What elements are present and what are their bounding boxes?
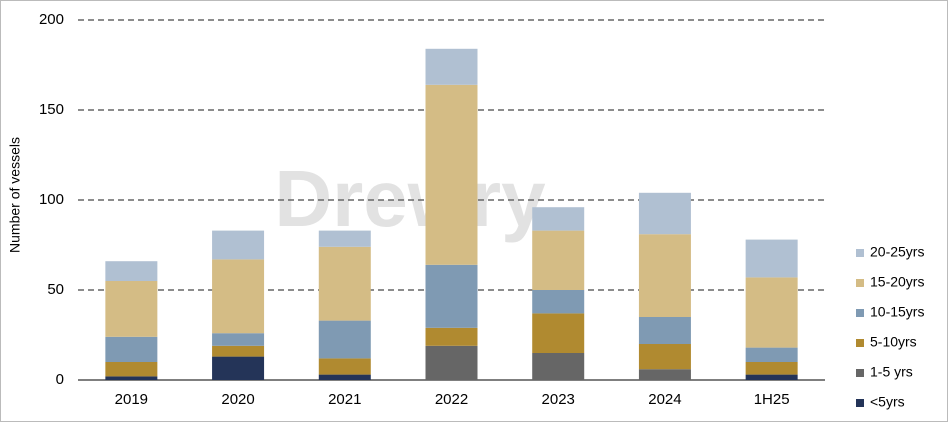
legend-label: 1-5 yrs bbox=[870, 364, 913, 380]
x-tick-label: 2023 bbox=[542, 391, 575, 408]
x-tick-label: 2022 bbox=[435, 391, 468, 408]
y-axis-label: Number of vessels bbox=[7, 137, 23, 253]
bar-segment bbox=[212, 230, 265, 260]
legend-swatch bbox=[856, 399, 864, 407]
legend-label: 10-15yrs bbox=[870, 304, 924, 320]
bar-segment bbox=[532, 207, 585, 231]
legend-label: 15-20yrs bbox=[870, 274, 924, 290]
bar-segment bbox=[318, 246, 371, 321]
bar-segment bbox=[425, 84, 478, 265]
legend-label: 20-25yrs bbox=[870, 244, 924, 260]
bar-segment bbox=[425, 327, 478, 346]
bar-segment bbox=[318, 320, 371, 359]
watermark: Drewry bbox=[274, 154, 546, 243]
bar-segment bbox=[638, 369, 691, 380]
bar-segment bbox=[105, 281, 158, 337]
legend-label: <5yrs bbox=[870, 394, 905, 410]
bar-segment bbox=[745, 277, 798, 348]
legend-swatch bbox=[856, 279, 864, 287]
legend-swatch bbox=[856, 249, 864, 257]
legend-swatch bbox=[856, 339, 864, 347]
y-tick-label: 150 bbox=[39, 101, 64, 118]
bar-segment bbox=[745, 347, 798, 362]
bar-segment bbox=[318, 358, 371, 375]
bar-segment bbox=[532, 353, 585, 380]
bar-segment bbox=[105, 261, 158, 281]
bar-segment bbox=[745, 374, 798, 380]
bar-segment bbox=[425, 48, 478, 85]
x-tick-label: 2021 bbox=[328, 391, 361, 408]
bar-segment bbox=[105, 362, 158, 377]
bar-segment bbox=[532, 230, 585, 290]
bar-segment bbox=[318, 230, 371, 247]
x-tick-label: 2019 bbox=[115, 391, 148, 408]
bar-segment bbox=[425, 264, 478, 328]
bar-segment bbox=[638, 234, 691, 317]
bar-segment bbox=[105, 336, 158, 362]
y-tick-label: 0 bbox=[56, 371, 64, 388]
y-tick-label: 100 bbox=[39, 191, 64, 208]
bar-segment bbox=[212, 356, 265, 380]
x-tick-label: 2020 bbox=[221, 391, 254, 408]
bar-segment bbox=[212, 333, 265, 346]
bar-segment bbox=[318, 374, 371, 380]
y-tick-label: 50 bbox=[47, 281, 64, 298]
x-tick-label: 1H25 bbox=[754, 391, 790, 408]
bar-segment bbox=[532, 290, 585, 314]
bar-segment bbox=[105, 376, 158, 380]
bar-segment bbox=[638, 192, 691, 235]
bar-segment bbox=[745, 362, 798, 375]
bar-segment bbox=[212, 345, 265, 357]
bar-segment bbox=[638, 344, 691, 370]
y-tick-label: 200 bbox=[39, 11, 64, 28]
legend-swatch bbox=[856, 309, 864, 317]
bar-segment bbox=[638, 317, 691, 344]
bar-segment bbox=[212, 259, 265, 334]
legend-swatch bbox=[856, 369, 864, 377]
x-tick-label: 2024 bbox=[648, 391, 681, 408]
bar-segment bbox=[425, 345, 478, 380]
bar-segment bbox=[745, 239, 798, 278]
bar-segment bbox=[532, 313, 585, 353]
legend-label: 5-10yrs bbox=[870, 334, 917, 350]
